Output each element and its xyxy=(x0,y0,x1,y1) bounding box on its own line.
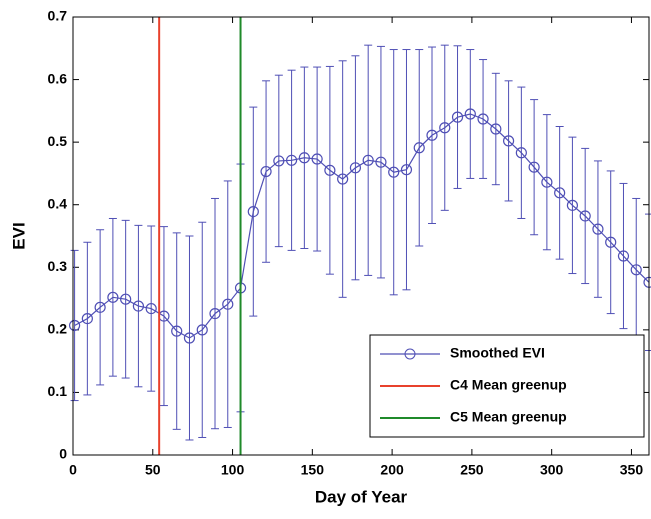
series-line xyxy=(74,113,650,339)
marker xyxy=(337,173,349,185)
y-tick-label: 0 xyxy=(59,446,67,462)
marker xyxy=(617,250,630,262)
marker xyxy=(630,264,642,276)
y-axis-label: EVI xyxy=(9,222,28,249)
marker xyxy=(528,161,540,173)
marker xyxy=(490,123,502,135)
marker xyxy=(579,210,591,222)
x-tick-label: 100 xyxy=(221,462,245,478)
y-tick-label: 0.5 xyxy=(48,133,68,149)
marker xyxy=(260,165,272,178)
marker xyxy=(388,166,400,178)
marker xyxy=(285,154,298,166)
y-tick-label: 0.4 xyxy=(48,195,68,211)
marker xyxy=(247,205,259,218)
marker xyxy=(68,319,81,332)
marker xyxy=(515,147,527,159)
y-tick-label: 0.2 xyxy=(48,321,68,337)
marker xyxy=(107,291,119,303)
marker xyxy=(502,135,515,147)
marker xyxy=(273,155,285,167)
marker xyxy=(541,176,553,188)
y-tick-label: 0.3 xyxy=(48,258,68,274)
marker xyxy=(464,108,476,120)
y-tick-label: 0.7 xyxy=(48,8,68,24)
marker xyxy=(145,302,157,315)
marker xyxy=(643,276,651,288)
x-tick-label: 50 xyxy=(145,462,161,478)
marker xyxy=(171,325,183,337)
x-tick-label: 200 xyxy=(380,462,404,478)
marker xyxy=(222,298,234,310)
x-axis-label: Day of Year xyxy=(315,487,408,506)
marker xyxy=(183,332,196,344)
x-tick-label: 350 xyxy=(620,462,644,478)
x-tick-label: 250 xyxy=(460,462,484,478)
x-tick-label: 300 xyxy=(540,462,564,478)
marker xyxy=(209,307,221,320)
marker xyxy=(554,187,566,199)
y-tick-label: 0.6 xyxy=(48,70,68,86)
marker xyxy=(592,223,604,235)
plot-frame xyxy=(72,16,650,456)
marker xyxy=(477,113,489,125)
legend-label: C4 Mean greenup xyxy=(450,377,567,393)
marker xyxy=(311,153,323,165)
marker xyxy=(362,154,374,166)
y-tick-label: 0.1 xyxy=(48,383,68,399)
marker xyxy=(349,162,362,174)
legend-marker xyxy=(404,348,416,360)
marker xyxy=(324,164,336,176)
marker xyxy=(120,293,132,305)
marker xyxy=(94,301,106,313)
x-tick-label: 150 xyxy=(301,462,325,478)
marker xyxy=(298,152,310,164)
x-tick-label: 0 xyxy=(69,462,77,478)
legend-label: Smoothed EVI xyxy=(450,345,545,361)
marker xyxy=(451,111,464,123)
marker xyxy=(375,156,387,168)
marker xyxy=(566,199,579,211)
marker xyxy=(426,129,438,141)
marker xyxy=(413,142,425,154)
marker xyxy=(439,122,451,134)
marker xyxy=(400,164,413,176)
legend: Smoothed EVI C4 Mean greenup C5 Mean green… xyxy=(369,334,645,438)
marker xyxy=(605,236,617,248)
legend-label: C5 Mean greenup xyxy=(450,409,567,425)
marker xyxy=(132,300,145,312)
marker xyxy=(81,312,93,325)
marker xyxy=(196,324,208,336)
